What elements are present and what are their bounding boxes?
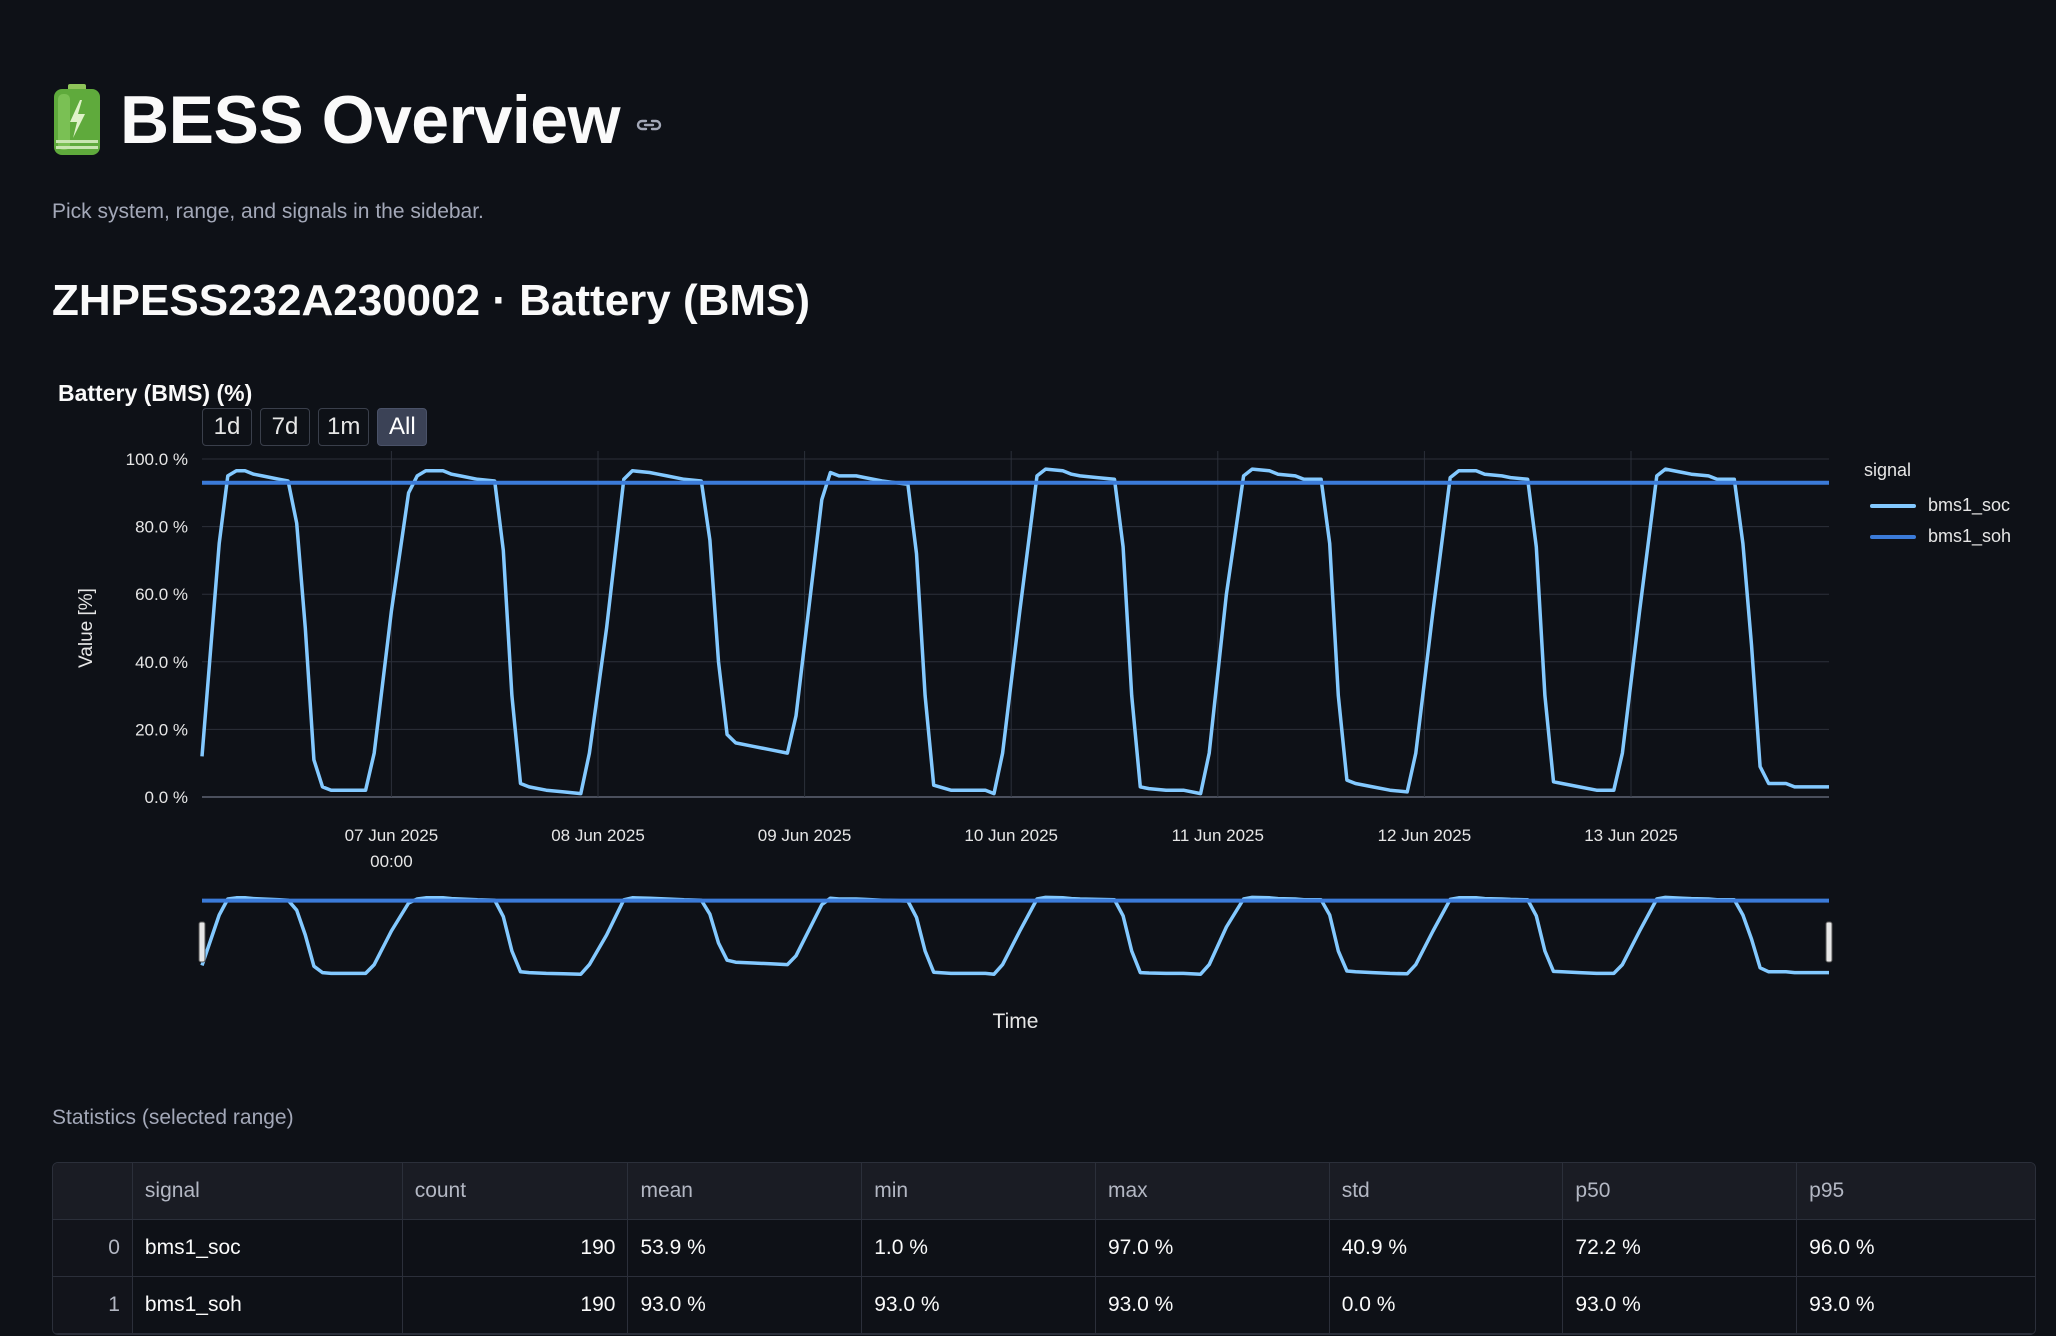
y-tick-label: 0.0 % [145, 788, 188, 807]
y-tick-label: 80.0 % [135, 518, 188, 537]
x-tick-label: 10 Jun 2025 [964, 826, 1058, 845]
x-tick-label: 09 Jun 2025 [758, 826, 852, 845]
column-header-index[interactable] [53, 1163, 133, 1220]
range-button-1d[interactable]: 1d [202, 408, 252, 446]
legend-title: signal [1864, 460, 1912, 480]
cell-p50[interactable]: 72.2 % [1563, 1220, 1798, 1277]
y-tick-label: 20.0 % [135, 720, 188, 739]
x-tick-label: 13 Jun 2025 [1584, 826, 1678, 845]
legend-swatch-soc [1870, 503, 1916, 508]
cell-mean[interactable]: 53.9 % [628, 1220, 863, 1277]
title-row: BESS Overview [52, 84, 664, 156]
cell-count[interactable]: 190 [402, 1220, 629, 1277]
cell-min[interactable]: 93.0 % [862, 1277, 1096, 1334]
x-tick-label: 11 Jun 2025 [1172, 826, 1264, 845]
y-tick-label: 60.0 % [135, 585, 188, 604]
cell-signal[interactable]: bms1_soh [132, 1277, 403, 1334]
table-row: 0 bms1_soc 190 53.9 % 1.0 % 97.0 % 40.9 … [53, 1220, 2035, 1277]
legend-item-soh[interactable]: bms1_soh [1870, 526, 2011, 547]
stats-label: Statistics (selected range) [52, 1106, 294, 1129]
cell-max[interactable]: 93.0 % [1095, 1277, 1330, 1334]
range-button-1m[interactable]: 1m [318, 408, 370, 446]
y-tick-label: 40.0 % [135, 653, 188, 672]
rangeslider-right-handle[interactable] [1825, 921, 1833, 963]
cell-signal[interactable]: bms1_soc [132, 1220, 403, 1277]
stats-table: signal count mean min max std p50 p95 0 … [52, 1162, 2036, 1335]
rangeslider-line-bms1_soc [200, 895, 1829, 976]
page-caption: Pick system, range, and signals in the s… [52, 200, 484, 223]
cell-mean[interactable]: 93.0 % [628, 1277, 863, 1334]
row-index: 1 [53, 1277, 133, 1334]
cell-p95[interactable]: 96.0 % [1797, 1220, 2035, 1277]
cell-p50[interactable]: 93.0 % [1563, 1277, 1798, 1334]
x-tick-sublabel: 00:00 [370, 852, 413, 871]
series-line-bms1_soc [200, 467, 1829, 796]
range-button-all[interactable]: All [377, 408, 428, 446]
column-header-p50[interactable]: p50 [1563, 1163, 1798, 1220]
chart-container[interactable]: 0.0 % 20.0 % 40.0 % 60.0 % 80.0 % 100.0 % 07 J… [0, 370, 2056, 1050]
table-row: 1 bms1_soh 190 93.0 % 93.0 % 93.0 % 0.0 … [53, 1277, 2035, 1334]
line-chart[interactable]: 0.0 % 20.0 % 40.0 % 60.0 % 80.0 % 100.0 % 07 J… [0, 370, 2056, 1050]
x-axis-title: Time [993, 1010, 1039, 1033]
legend-swatch-soh [1870, 534, 1916, 539]
column-header-min[interactable]: min [862, 1163, 1096, 1220]
x-tick-label: 07 Jun 2025 [345, 826, 439, 845]
range-button-7d[interactable]: 7d [260, 408, 310, 446]
column-header-count[interactable]: count [402, 1163, 629, 1220]
table-header-row: signal count mean min max std p50 p95 [53, 1163, 2035, 1220]
x-tick-label: 08 Jun 2025 [551, 826, 645, 845]
cell-std[interactable]: 40.9 % [1329, 1220, 1564, 1277]
chart-legend: signal bms1_soc bms1_soh [1864, 460, 2011, 557]
row-index: 0 [53, 1220, 133, 1277]
x-tick-label: 12 Jun 2025 [1378, 826, 1472, 845]
legend-label-soh: bms1_soh [1928, 526, 2012, 546]
y-tick-label: 100.0 % [126, 450, 188, 469]
column-header-max[interactable]: max [1095, 1163, 1330, 1220]
cell-std[interactable]: 0.0 % [1329, 1277, 1564, 1334]
cell-max[interactable]: 97.0 % [1095, 1220, 1330, 1277]
column-header-mean[interactable]: mean [628, 1163, 863, 1220]
battery-icon [52, 84, 102, 156]
y-axis-title: Value [%] [76, 588, 97, 668]
anchor-link-icon[interactable] [634, 110, 664, 140]
legend-item-soc[interactable]: bms1_soc [1870, 495, 2011, 516]
column-header-std[interactable]: std [1329, 1163, 1564, 1220]
column-header-p95[interactable]: p95 [1797, 1163, 2035, 1220]
column-header-signal[interactable]: signal [132, 1163, 403, 1220]
legend-label-soc: bms1_soc [1928, 495, 2011, 515]
page-title: BESS Overview [120, 82, 620, 158]
cell-p95[interactable]: 93.0 % [1797, 1277, 2035, 1334]
range-selector: 1d 7d 1m All [202, 408, 428, 446]
chart-title: Battery (BMS) (%) [58, 380, 253, 406]
cell-min[interactable]: 1.0 % [862, 1220, 1096, 1277]
cell-count[interactable]: 190 [402, 1277, 629, 1334]
section-title: ZHPESS232A230002 · Battery (BMS) [52, 276, 811, 325]
rangeslider-left-handle[interactable] [198, 921, 206, 963]
